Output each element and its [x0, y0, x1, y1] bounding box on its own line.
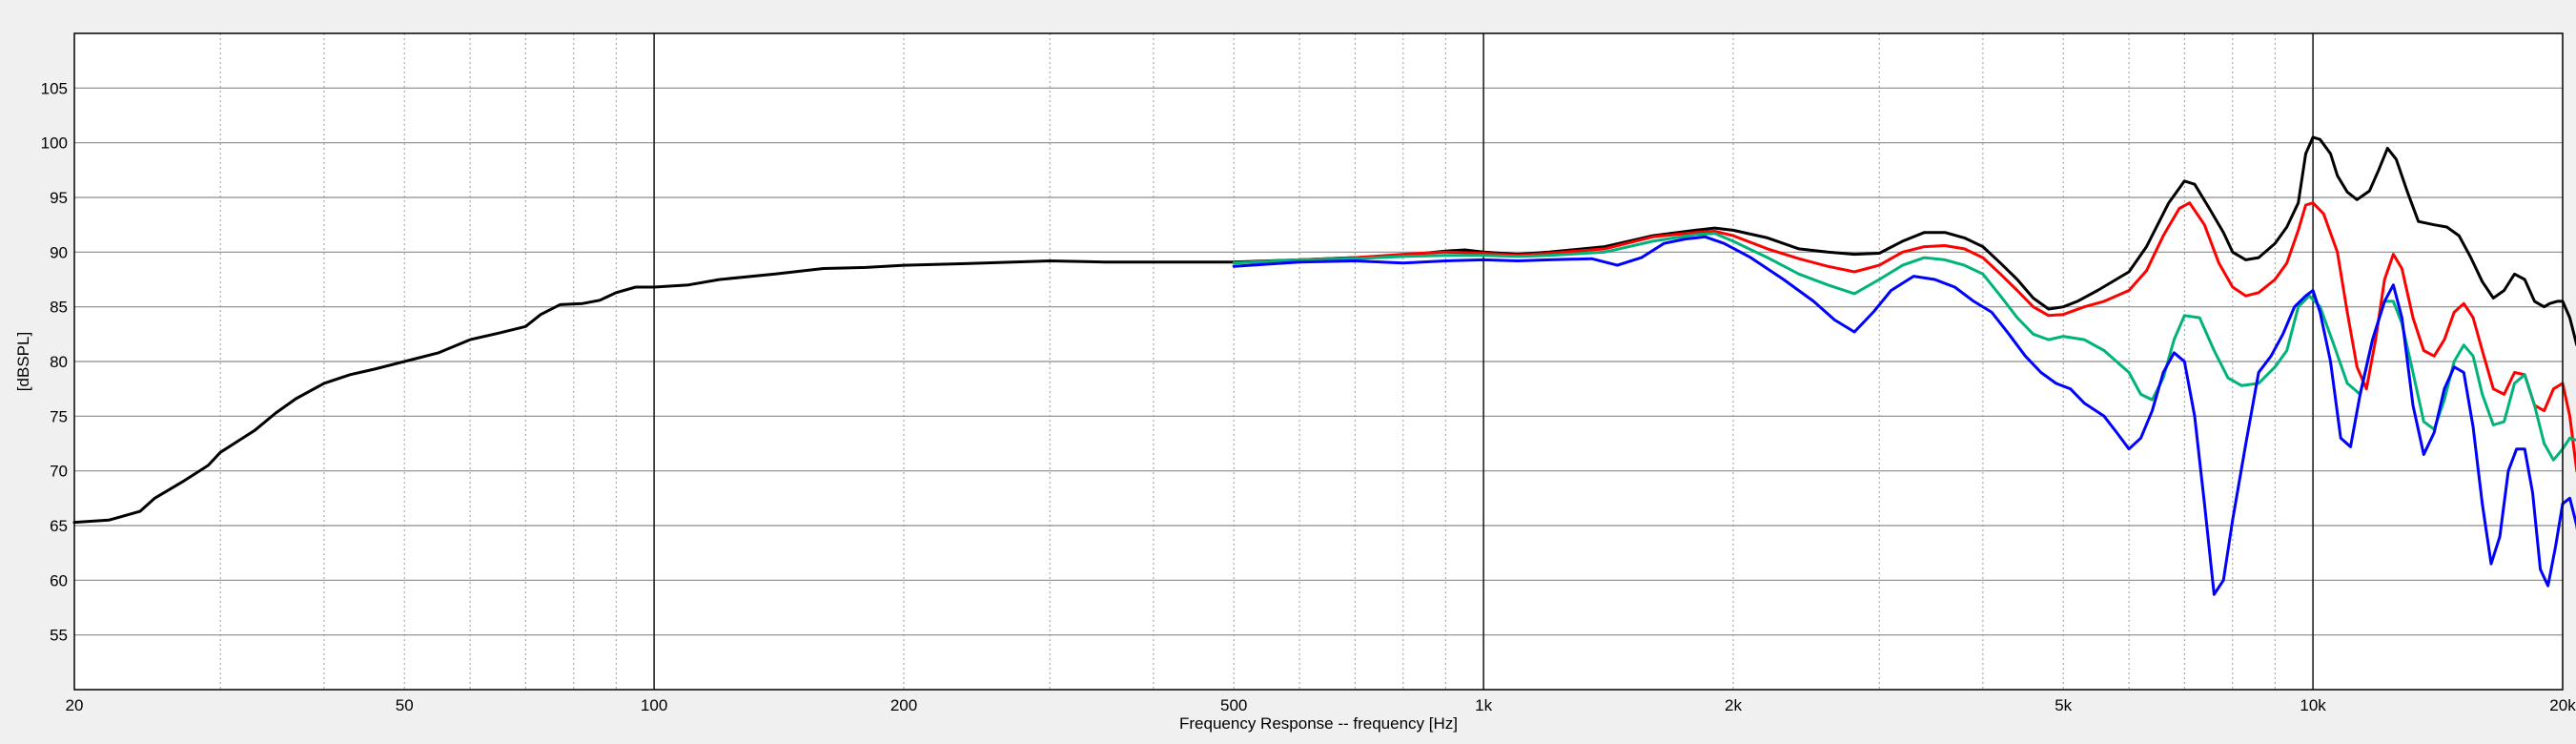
- x-tick-label: 10k: [2300, 696, 2326, 714]
- series-line-3: [1232, 232, 2576, 462]
- y-tick-label: 85: [50, 299, 68, 317]
- x-tick-label: 20k: [2549, 696, 2576, 714]
- y-tick-label: 90: [50, 243, 68, 261]
- x-tick-label: 2k: [1725, 696, 1742, 714]
- x-tick-label: 200: [890, 696, 917, 714]
- y-tick-label: 95: [50, 189, 68, 207]
- x-tick-label: 100: [641, 696, 667, 714]
- y-tick-label: 65: [50, 517, 68, 535]
- x-axis-label: Frequency Response -- frequency [Hz]: [1179, 714, 1458, 733]
- x-tick-label: 50: [396, 696, 414, 714]
- y-tick-label: 60: [50, 571, 68, 589]
- x-tick-label: 20: [66, 696, 84, 714]
- x-tick-label: 500: [1220, 696, 1247, 714]
- x-tick-labels: 20 50 100 200 500 1k 2k 5k 10k 20k: [66, 696, 2576, 714]
- series-group: [72, 135, 2576, 596]
- y-tick-labels: 55 60 65 70 75 80 85 90 95 100 105: [41, 79, 68, 644]
- y-tick-label: 100: [41, 134, 68, 153]
- y-tick-label: 70: [50, 463, 68, 481]
- series-line-2: [1232, 201, 2576, 473]
- y-tick-label: 105: [41, 79, 68, 97]
- series-line-1: [72, 135, 2576, 525]
- y-tick-label: 55: [50, 627, 68, 645]
- x-tick-label: 1k: [1475, 696, 1492, 714]
- y-axis-label: [dBSPL]: [14, 332, 32, 391]
- y-tick-label: 80: [50, 353, 68, 371]
- y-tick-label: 75: [50, 407, 68, 425]
- major-grid: [74, 33, 2563, 690]
- series-line-4: [1232, 235, 2576, 596]
- x-tick-label: 5k: [2055, 696, 2072, 714]
- plot-frame: [73, 32, 2564, 691]
